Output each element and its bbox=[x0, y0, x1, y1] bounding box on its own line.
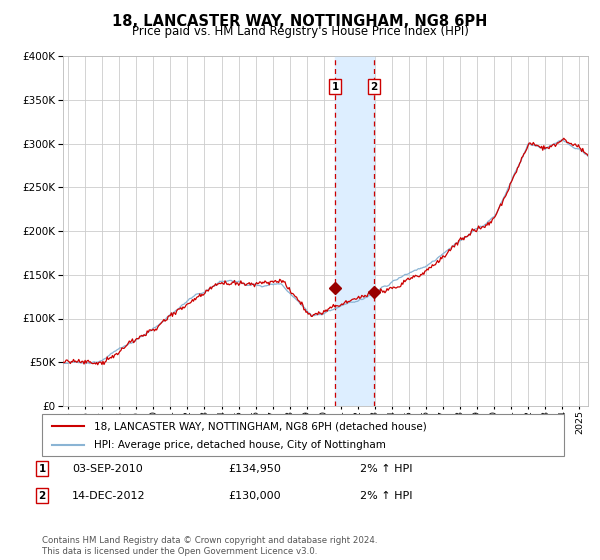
Text: 2: 2 bbox=[38, 491, 46, 501]
Text: 03-SEP-2010: 03-SEP-2010 bbox=[72, 464, 143, 474]
Text: 1: 1 bbox=[332, 82, 339, 92]
Text: Price paid vs. HM Land Registry's House Price Index (HPI): Price paid vs. HM Land Registry's House … bbox=[131, 25, 469, 38]
Text: 2% ↑ HPI: 2% ↑ HPI bbox=[360, 491, 413, 501]
Text: 1: 1 bbox=[38, 464, 46, 474]
Text: 2% ↑ HPI: 2% ↑ HPI bbox=[360, 464, 413, 474]
Text: 18, LANCASTER WAY, NOTTINGHAM, NG8 6PH (detached house): 18, LANCASTER WAY, NOTTINGHAM, NG8 6PH (… bbox=[94, 421, 427, 431]
FancyBboxPatch shape bbox=[42, 414, 564, 456]
Bar bbox=[335, 56, 374, 406]
Text: 18, LANCASTER WAY, NOTTINGHAM, NG8 6PH: 18, LANCASTER WAY, NOTTINGHAM, NG8 6PH bbox=[112, 14, 488, 29]
Text: HPI: Average price, detached house, City of Nottingham: HPI: Average price, detached house, City… bbox=[94, 440, 386, 450]
Text: £130,000: £130,000 bbox=[228, 491, 281, 501]
Text: £134,950: £134,950 bbox=[228, 464, 281, 474]
Text: Contains HM Land Registry data © Crown copyright and database right 2024.
This d: Contains HM Land Registry data © Crown c… bbox=[42, 536, 377, 556]
Text: 14-DEC-2012: 14-DEC-2012 bbox=[72, 491, 146, 501]
Text: 2: 2 bbox=[371, 82, 378, 92]
